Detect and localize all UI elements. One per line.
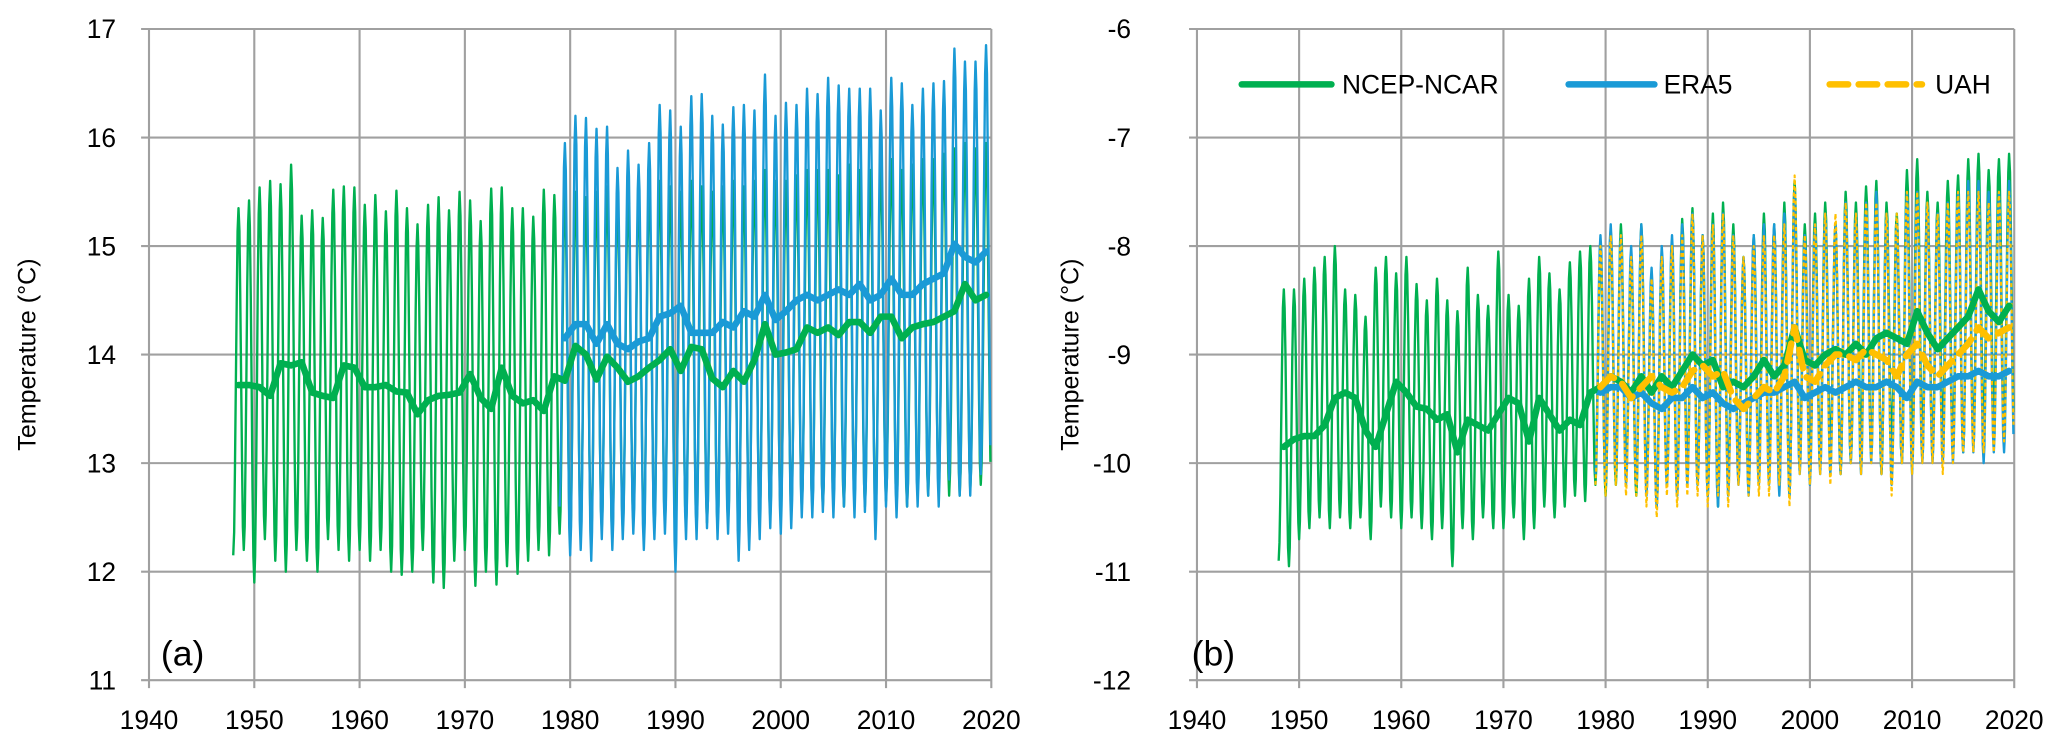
panel-a: 11 12 13 14 15 16 17 1940 1950 1960 1970 1980 1990 20… (14, 14, 1021, 735)
legend-label-ncep-ncar: NCEP-NCAR (1342, 70, 1499, 100)
panel-b: -12 -11 -10 -9 -8 -7 -6 1940 1950 1960 1970 1980 199… (1056, 14, 2043, 735)
x-tick-label: 2010 (857, 705, 916, 735)
x-tick-label: 1980 (541, 705, 600, 735)
x-tick-label: 1960 (330, 705, 389, 735)
x-tick-label: 2000 (1781, 705, 1840, 735)
x-tick-label: 1990 (1678, 705, 1737, 735)
y-axis-title: Temperature (°C) (14, 258, 42, 450)
y-tick-label: 17 (87, 14, 116, 44)
y-tick-label: -12 (1093, 665, 1131, 695)
y-tick-label: -11 (1095, 557, 1131, 587)
y-tick-label: 13 (87, 448, 116, 478)
x-tick-label: 2020 (1985, 705, 2044, 735)
panel-label: (a) (161, 634, 204, 674)
y-tick-label: -6 (1108, 14, 1131, 44)
y-tick-label: 16 (87, 123, 116, 153)
x-tick-label: 2020 (962, 705, 1021, 735)
x-tick-label: 1950 (1270, 705, 1329, 735)
x-tick-label: 1940 (120, 705, 179, 735)
x-tick-label: 2010 (1883, 705, 1942, 735)
legend-label-uah: UAH (1935, 70, 1991, 100)
y-tick-label: -7 (1108, 123, 1131, 153)
x-tick-label: 1970 (436, 705, 495, 735)
y-tick-label: -9 (1108, 340, 1131, 370)
x-tick-label: 1950 (225, 705, 284, 735)
y-tick-label: -8 (1108, 231, 1131, 261)
x-tick-label: 1960 (1372, 705, 1431, 735)
x-tick-label: 1970 (1474, 705, 1533, 735)
legend-label-era5: ERA5 (1664, 70, 1733, 100)
y-axis-title: Temperature (°C) (1056, 258, 1084, 450)
x-tick-label: 1980 (1576, 705, 1635, 735)
panel-label: (b) (1192, 634, 1235, 674)
x-tick-label: 2000 (751, 705, 810, 735)
monthly-series-uah (1594, 174, 2015, 519)
y-tick-label: 14 (87, 340, 116, 370)
smoothed-series-era5 (561, 240, 990, 353)
y-tick-label: 11 (89, 665, 116, 695)
x-tick-label: 1940 (1168, 705, 1227, 735)
y-tick-label: 12 (87, 557, 116, 587)
monthly-series-era5 (558, 44, 992, 573)
x-tick-label: 1990 (646, 705, 705, 735)
y-tick-label: 15 (87, 231, 116, 261)
smoothed-series-uah (1597, 324, 2013, 413)
smoothed-series-era5 (1597, 367, 2013, 413)
legend: NCEP-NCAR ERA5 UAH (1238, 70, 1991, 100)
smoothed-series-ncep-ncar (235, 280, 990, 418)
y-tick-label: -10 (1093, 448, 1131, 478)
